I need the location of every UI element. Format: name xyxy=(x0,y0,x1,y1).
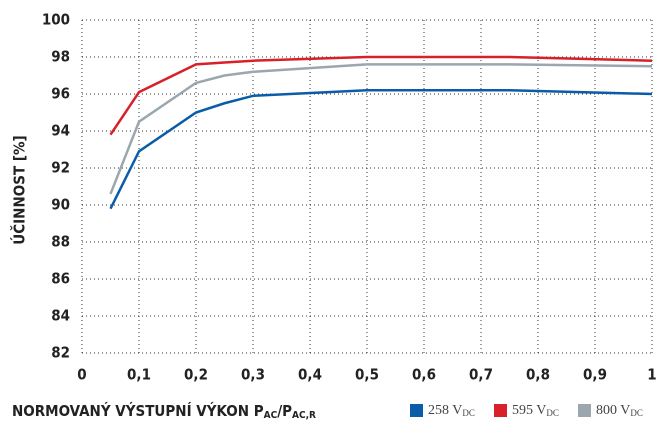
y-tick-label: 100 xyxy=(42,11,70,29)
legend-swatch xyxy=(494,404,507,417)
x-tick-label: 1 xyxy=(647,366,656,384)
y-tick-label: 96 xyxy=(51,85,70,103)
x-tick-label: 0,6 xyxy=(412,366,436,384)
y-tick-label: 92 xyxy=(51,159,70,177)
legend-label: 800 VDC xyxy=(596,403,643,418)
x-tick-label: 0,1 xyxy=(127,366,151,384)
x-axis-label-part: AC,R xyxy=(292,410,316,421)
x-tick-label: 0,9 xyxy=(583,366,607,384)
x-axis-label-part: /P xyxy=(277,402,292,420)
legend-label: 258 VDC xyxy=(428,403,475,418)
x-tick-label: 0,5 xyxy=(355,366,379,384)
x-tick-label: 0,7 xyxy=(469,366,493,384)
legend-swatch xyxy=(410,404,423,417)
line xyxy=(109,55,653,136)
legend-sub: DC xyxy=(630,408,643,418)
line xyxy=(109,89,653,210)
line xyxy=(109,63,653,195)
x-tick-label: 0,8 xyxy=(526,366,550,384)
x-tick-label: 0 xyxy=(77,366,86,384)
y-tick-label: 98 xyxy=(51,48,70,66)
legend-name: 595 V xyxy=(512,403,546,418)
legend-name: 258 V xyxy=(428,403,462,418)
legend-name: 800 V xyxy=(596,403,630,418)
legend-label: 595 VDC xyxy=(512,403,559,418)
x-axis-label-part: NORMOVANÝ VÝSTUPNÍ VÝKON P xyxy=(12,401,264,420)
y-axis-label: ÚČINNOST [%] xyxy=(10,135,29,244)
legend-sub: DC xyxy=(462,408,475,418)
y-tick-label: 86 xyxy=(51,270,70,288)
x-axis-label-part: AC xyxy=(264,410,278,421)
y-tick-label: 90 xyxy=(51,196,70,214)
y-tick-label: 94 xyxy=(51,122,70,140)
x-tick-label: 0,2 xyxy=(184,366,208,384)
y-tick-label: 82 xyxy=(51,344,70,362)
x-tick-label: 0,4 xyxy=(298,366,322,384)
y-tick-label: 88 xyxy=(51,233,70,251)
x-axis-label: NORMOVANÝ VÝSTUPNÍ VÝKON PAC/PAC,R xyxy=(12,401,316,422)
legend-sub: DC xyxy=(546,408,559,418)
x-tick-label: 0,3 xyxy=(241,366,265,384)
legend-swatch xyxy=(578,404,591,417)
y-tick-label: 84 xyxy=(51,307,70,325)
